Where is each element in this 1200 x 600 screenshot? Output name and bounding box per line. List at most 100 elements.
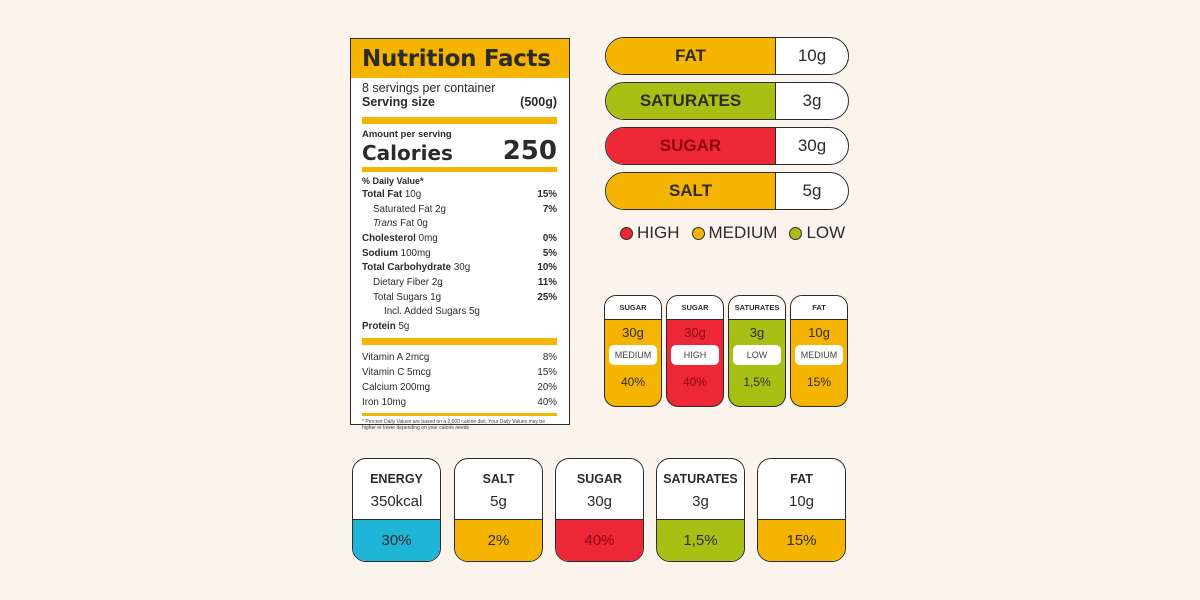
- big-tag-amount: 30g: [586, 493, 613, 510]
- mini-tag-saturates-low: SATURATES 3g LOW 1,5%: [728, 295, 786, 407]
- legend-label: MEDIUM: [708, 223, 778, 242]
- big-tag-title: FAT: [790, 472, 813, 486]
- vitamin-row-iron: Iron 10mg 40%: [362, 395, 557, 410]
- nutrient-name: Incl. Added Sugars: [384, 306, 467, 318]
- mini-tag-amount: 30g: [684, 325, 706, 340]
- serving-size-label: Serving size: [362, 95, 435, 109]
- nutrient-name-suffix: Fat: [400, 218, 415, 230]
- divider: [362, 117, 557, 124]
- pill-fat: FAT 10g: [605, 37, 849, 75]
- mini-tag-level: LOW: [733, 345, 781, 365]
- serving-size-value: (500g): [520, 95, 557, 109]
- vitamin-pct: 8%: [542, 351, 557, 363]
- nutrition-facts-label: Nutrition Facts 8 servings per container…: [350, 38, 570, 431]
- mini-tag-sugar-high: SUGAR 30g HIGH 40%: [666, 295, 724, 407]
- vitamin-pct: 20%: [537, 381, 557, 393]
- nutrient-amount: 2g: [435, 203, 447, 215]
- nutrient-row-saturated-fat: Saturated Fat 2g 7%: [362, 202, 557, 217]
- nutrient-name: Cholesterol: [362, 232, 416, 244]
- mini-tag-amount: 10g: [808, 325, 830, 340]
- big-tag-title: SUGAR: [576, 472, 623, 486]
- nutrient-amount: 1g: [430, 291, 442, 303]
- legend-item-medium: MEDIUM: [691, 223, 778, 243]
- pill-label: FAT: [606, 38, 776, 74]
- level-legend: HIGH MEDIUM LOW: [620, 223, 845, 243]
- vitamin-row-a: Vitamin A 2mcg 8%: [362, 350, 557, 365]
- mini-tag-level: MEDIUM: [795, 345, 843, 365]
- nutrient-name: Total Carbohydrate: [362, 262, 452, 274]
- daily-value-header: % Daily Value*: [362, 176, 424, 186]
- nutrient-pct: 5%: [542, 247, 557, 259]
- big-tag-amount: 3g: [692, 493, 709, 510]
- mini-tag-title: SATURATES: [729, 296, 785, 320]
- nutrient-amount: 2g: [431, 276, 443, 288]
- divider: [362, 412, 557, 416]
- nutrient-row-added-sugars: Incl. Added Sugars 5g: [362, 305, 557, 320]
- mini-tag-level: HIGH: [671, 345, 719, 365]
- nutrient-pct: 15%: [537, 188, 557, 200]
- calories-row: Calories 250: [362, 137, 557, 165]
- pill-value: 5g: [802, 181, 822, 200]
- label-header: Nutrition Facts: [351, 39, 569, 78]
- pill-sugar: SUGAR 30g: [605, 127, 849, 165]
- legend-item-low: LOW: [789, 223, 845, 243]
- pill-value: 3g: [802, 91, 822, 110]
- big-tag-energy: ENERGY 350kcal 30%: [352, 458, 441, 562]
- big-tag-amount: 5g: [490, 493, 507, 510]
- mini-tag-sugar-medium: SUGAR 30g MEDIUM 40%: [604, 295, 662, 407]
- nutrient-row-cholesterol: Cholesterol 0mg 0%: [362, 231, 557, 246]
- footnote: * Percent Daily Values are based on a 2,…: [362, 418, 545, 431]
- legend-label: HIGH: [637, 223, 680, 242]
- big-tag-pct: 2%: [455, 519, 542, 561]
- pill-value: 30g: [797, 136, 827, 155]
- vitamin-name: Calcium: [362, 381, 398, 393]
- mini-tag-pct: 40%: [682, 375, 708, 389]
- vitamin-amount: 10mg: [381, 396, 407, 408]
- nutrient-amount: 30g: [453, 262, 471, 274]
- mini-tag-pct: 1,5%: [743, 375, 771, 389]
- pill-label: SATURATES: [606, 83, 776, 119]
- mini-tag-title: FAT: [791, 296, 847, 320]
- big-tag-saturates: SATURATES 3g 1,5%: [656, 458, 745, 562]
- nutrient-name: Trans: [373, 218, 398, 230]
- vitamin-row-calcium: Calcium 200mg 20%: [362, 380, 557, 395]
- big-tag-pct: 15%: [758, 519, 845, 561]
- nutrient-pct: 7%: [542, 203, 557, 215]
- label-title: Nutrition Facts: [362, 46, 551, 72]
- amount-per-serving: Amount per serving: [362, 129, 452, 140]
- calories-label: Calories: [362, 141, 453, 165]
- nutrient-amount: 0mg: [418, 232, 438, 244]
- legend-dot-icon: [789, 226, 803, 240]
- mini-tag-pct: 15%: [806, 375, 832, 389]
- nutrient-row-protein: Protein 5g: [362, 319, 557, 334]
- big-tag-sugar: SUGAR 30g 40%: [555, 458, 644, 562]
- mini-tag-amount: 3g: [749, 325, 765, 340]
- big-tag-title: ENERGY: [370, 472, 423, 486]
- legend-label: LOW: [806, 223, 846, 242]
- big-tag-amount: 10g: [788, 493, 815, 510]
- vitamin-pct: 40%: [537, 396, 557, 408]
- mini-tag-pct: 40%: [620, 375, 646, 389]
- vitamin-row-c: Vitamin C 5mcg 15%: [362, 365, 557, 380]
- nutrient-row-sodium: Sodium 100mg 5%: [362, 246, 557, 261]
- nutrient-amount: 0g: [416, 218, 428, 230]
- pill-label: SUGAR: [606, 128, 776, 164]
- divider: [362, 337, 557, 345]
- nutrient-name: Total Fat: [362, 188, 403, 200]
- nutrient-amount: 5g: [398, 321, 410, 333]
- vitamin-amount: 2mcg: [405, 351, 430, 363]
- divider: [362, 167, 557, 172]
- pill-label: SALT: [606, 173, 776, 209]
- big-tag-salt: SALT 5g 2%: [454, 458, 543, 562]
- vitamin-name: Vitamin A: [362, 351, 403, 363]
- nutrient-name: Protein: [362, 321, 396, 333]
- vitamin-amount: 5mcg: [407, 366, 431, 378]
- pill-salt: SALT 5g: [605, 172, 849, 210]
- mini-tag-amount: 30g: [622, 325, 644, 340]
- nutrient-amount: 5g: [468, 306, 480, 318]
- vitamin-pct: 15%: [537, 366, 557, 378]
- nutrient-row-total-carbohydrate: Total Carbohydrate 30g 10%: [362, 260, 557, 275]
- legend-dot-icon: [620, 226, 633, 240]
- servings-per-container: 8 servings per container: [362, 81, 496, 95]
- nutrient-name: Total Sugars: [373, 291, 428, 303]
